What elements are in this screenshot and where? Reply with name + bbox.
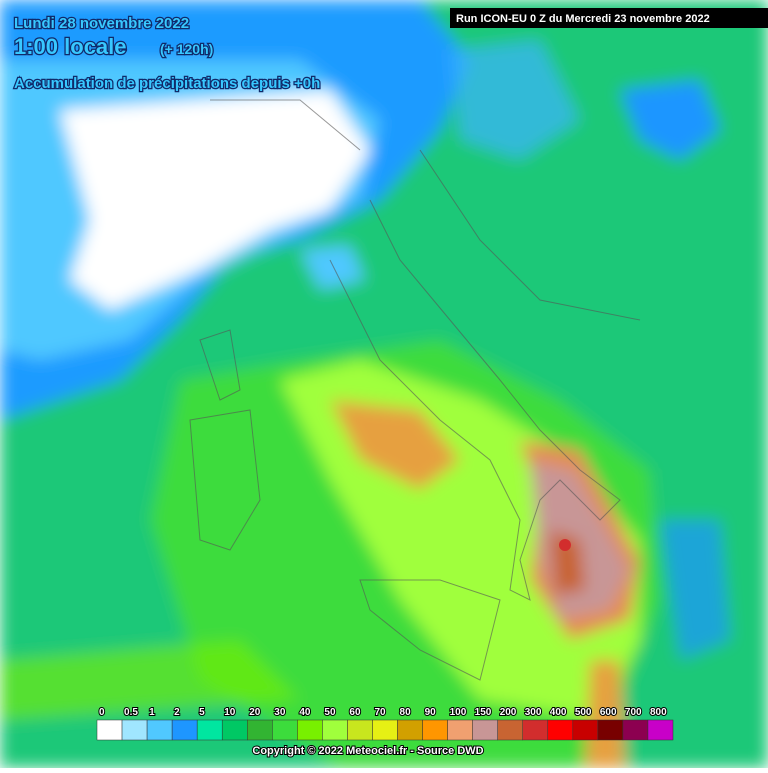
- legend-label: 30: [274, 707, 286, 718]
- legend-swatch: [597, 719, 624, 741]
- legend-label: 50: [324, 707, 336, 718]
- legend: 0 0.5 1 2 5 10 20 30 40 50 60 70 80 90 100 150 200 300 400…: [96, 706, 674, 741]
- legend-swatch: [647, 719, 674, 741]
- legend-swatch: [372, 719, 398, 741]
- legend-swatch: [497, 719, 523, 741]
- legend-swatch: [472, 719, 498, 741]
- legend-label: 800: [650, 707, 667, 718]
- legend-swatch: [322, 719, 348, 741]
- legend-swatch: [221, 719, 248, 741]
- legend-label: 80: [400, 707, 412, 718]
- legend-label: 10: [224, 707, 236, 718]
- parameter: Accumulation de précipitations depuis +0…: [14, 75, 320, 92]
- legend-label: 0.5: [124, 707, 138, 718]
- legend-label: 1: [149, 707, 155, 718]
- legend-swatch: [397, 719, 423, 741]
- legend-swatch: [96, 719, 123, 741]
- legend-swatch: [297, 719, 323, 741]
- legend-label: 400: [550, 707, 567, 718]
- legend-label: 90: [425, 707, 437, 718]
- legend-swatch: [196, 719, 223, 741]
- legend-swatch: [272, 719, 298, 741]
- legend-swatch: [247, 719, 273, 741]
- legend-label: 40: [299, 707, 311, 718]
- legend-swatch: [622, 719, 649, 741]
- forecast-date: Lundi 28 novembre 2022: [14, 15, 189, 32]
- legend-swatch: [447, 719, 473, 741]
- legend-label: 70: [374, 707, 386, 718]
- lead-time: (+ 120h): [160, 41, 213, 57]
- legend-label: 2: [174, 707, 180, 718]
- legend-label: 5: [199, 707, 205, 718]
- legend-label: 700: [625, 707, 642, 718]
- legend-label: 20: [249, 707, 261, 718]
- legend-swatch: [422, 719, 448, 741]
- legend-swatch: [547, 719, 574, 741]
- forecast-time: 1:00 locale: [14, 34, 127, 59]
- legend-swatch: [572, 719, 599, 741]
- legend-label: 0: [99, 707, 105, 718]
- legend-label: 60: [349, 707, 361, 718]
- legend-label: 150: [475, 707, 492, 718]
- legend-label: 200: [500, 707, 517, 718]
- copyright: Copyright © 2022 Meteociel.fr - Source D…: [252, 745, 483, 757]
- legend-label: 300: [525, 707, 542, 718]
- legend-swatch: [121, 719, 148, 741]
- peak-spot: [559, 539, 571, 551]
- borders: [189, 99, 641, 681]
- legend-label: 100: [450, 707, 467, 718]
- run-box: [450, 8, 768, 28]
- legend-swatch: [146, 719, 173, 741]
- legend-label: 500: [575, 707, 592, 718]
- legend-swatch: [522, 719, 549, 741]
- run-info: Run ICON-EU 0 Z du Mercredi 23 novembre …: [456, 13, 710, 25]
- legend-swatch: [171, 719, 198, 741]
- legend-label: 600: [600, 707, 617, 718]
- legend-swatch: [347, 719, 373, 741]
